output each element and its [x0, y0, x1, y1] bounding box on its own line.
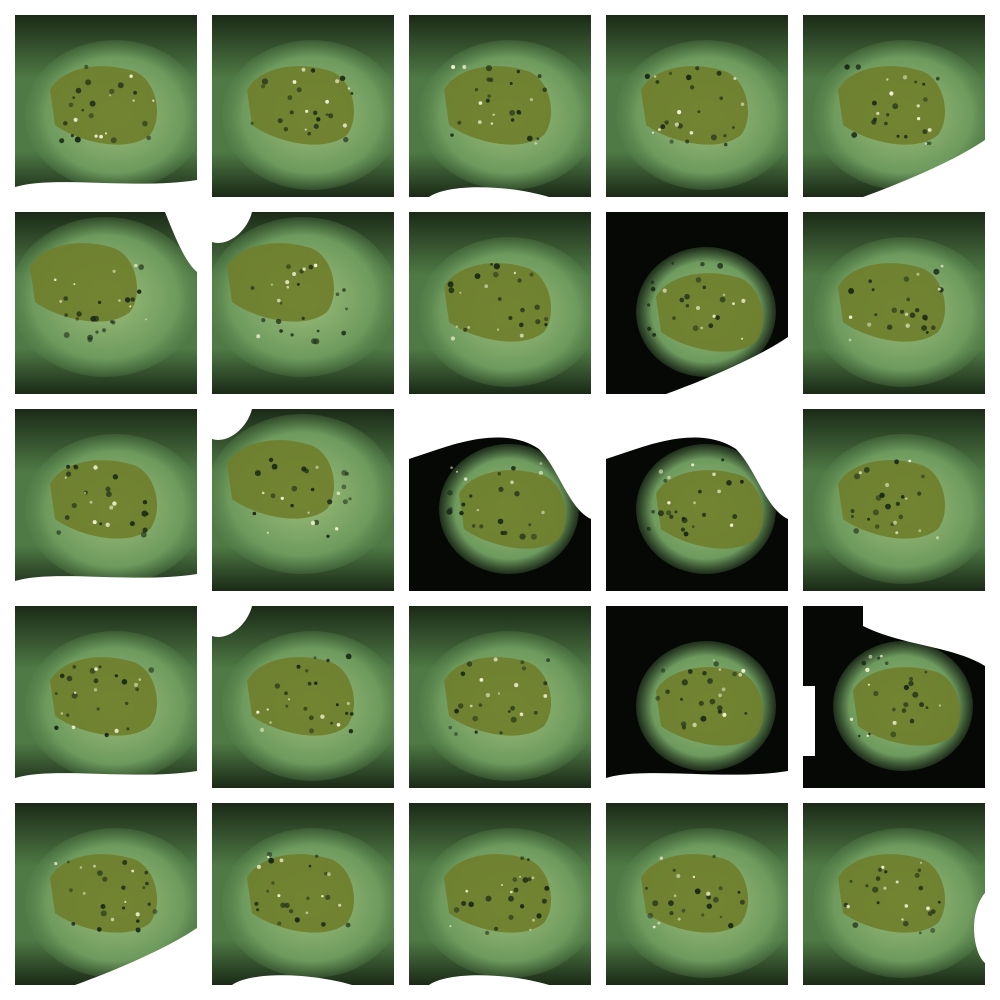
generated-sample-tile	[15, 409, 197, 591]
generated-sample-tile	[212, 212, 394, 394]
generated-sample-tile	[409, 212, 591, 394]
generated-sample-tile	[803, 15, 985, 197]
generated-sample-tile	[409, 15, 591, 197]
sample-image	[803, 15, 985, 197]
sample-image	[212, 212, 394, 394]
sample-image	[212, 606, 394, 788]
sample-image	[606, 15, 788, 197]
generated-sample-tile	[409, 803, 591, 985]
sample-image	[803, 212, 985, 394]
sample-image	[212, 803, 394, 985]
generated-sample-tile	[409, 409, 591, 591]
generated-sample-tile	[803, 212, 985, 394]
sample-image	[803, 409, 985, 591]
generated-sample-tile	[803, 803, 985, 985]
sample-image	[409, 15, 591, 197]
sample-image	[409, 409, 591, 591]
generated-sample-tile	[15, 606, 197, 788]
generated-sample-tile	[15, 15, 197, 197]
sample-image	[15, 15, 197, 197]
sample-image	[15, 803, 197, 985]
sample-image	[409, 803, 591, 985]
sample-image	[803, 803, 985, 985]
sample-image	[409, 212, 591, 394]
generated-sample-tile	[606, 606, 788, 788]
sample-image	[15, 409, 197, 591]
generated-sample-tile	[606, 212, 788, 394]
sample-image	[212, 409, 394, 591]
generated-sample-tile	[803, 606, 985, 788]
sample-image	[606, 409, 788, 591]
sample-image	[606, 606, 788, 788]
generated-sample-tile	[15, 212, 197, 394]
sample-image	[212, 15, 394, 197]
generated-sample-tile	[212, 803, 394, 985]
sample-image	[409, 606, 591, 788]
sample-image	[15, 212, 197, 394]
sample-image	[15, 606, 197, 788]
sample-image	[606, 212, 788, 394]
generated-sample-tile	[606, 409, 788, 591]
generated-sample-tile	[409, 606, 591, 788]
sample-image	[803, 606, 985, 788]
generated-sample-tile	[606, 803, 788, 985]
sample-image	[606, 803, 788, 985]
generated-sample-tile	[606, 15, 788, 197]
generated-sample-tile	[803, 409, 985, 591]
generated-sample-tile	[15, 803, 197, 985]
generated-sample-tile	[212, 409, 394, 591]
generated-sample-tile	[212, 15, 394, 197]
generated-sample-tile	[212, 606, 394, 788]
